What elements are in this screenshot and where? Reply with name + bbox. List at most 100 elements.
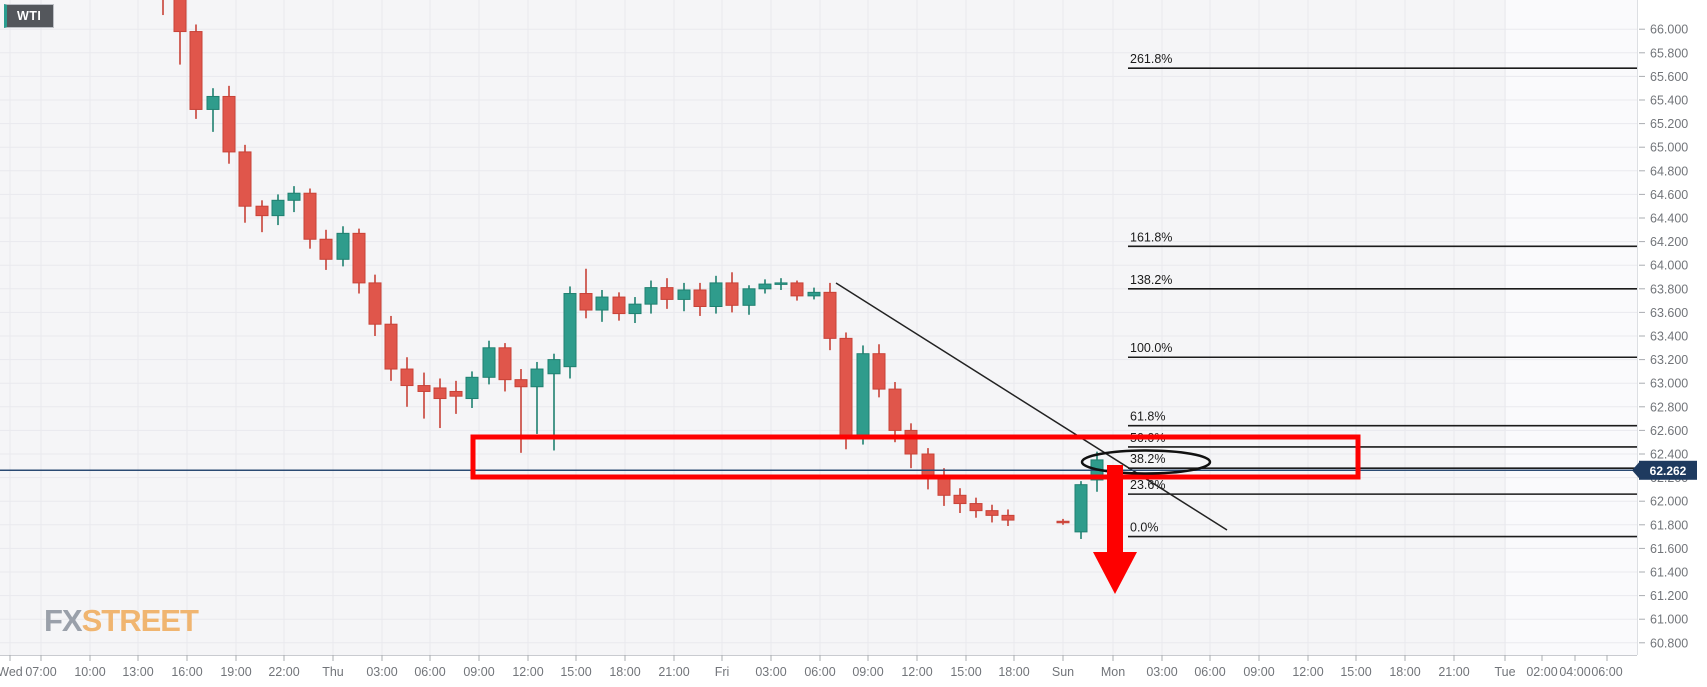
time-tick-label: 09:00 xyxy=(463,665,494,679)
candle-body-down[interactable] xyxy=(985,510,999,516)
gridlines xyxy=(0,0,1637,655)
candle-body-down[interactable] xyxy=(839,337,853,437)
candle-body-down[interactable] xyxy=(823,291,837,339)
current-price-badge: 62.262 xyxy=(1632,460,1697,480)
highlight-ellipse[interactable] xyxy=(1080,449,1212,475)
price-tick-label: 63.400 xyxy=(1650,330,1688,344)
time-tick-label: 09:00 xyxy=(1243,665,1274,679)
price-tick-label: 65.600 xyxy=(1650,70,1688,84)
candle-body-down[interactable] xyxy=(904,429,918,455)
time-tick-label: 06:00 xyxy=(1591,665,1622,679)
candle-body-up[interactable] xyxy=(742,288,756,306)
time-tick-label: 12:00 xyxy=(1292,665,1323,679)
time-tick-label: 12:00 xyxy=(901,665,932,679)
price-tick-label: 63.800 xyxy=(1650,282,1688,296)
candle-body-down[interactable] xyxy=(352,232,366,284)
candle-body-down[interactable] xyxy=(319,238,333,260)
price-tick-label: 64.600 xyxy=(1650,188,1688,202)
candle-body-up[interactable] xyxy=(807,291,821,297)
time-tick-label: 07:00 xyxy=(25,665,56,679)
price-tick-label: 63.200 xyxy=(1650,353,1688,367)
candle-body-up[interactable] xyxy=(563,293,577,368)
candle-body-down[interactable] xyxy=(173,0,187,33)
candle-body-down[interactable] xyxy=(189,31,203,110)
price-tick-label: 61.000 xyxy=(1650,613,1688,627)
time-tick-label: 21:00 xyxy=(1438,665,1469,679)
candle-body-up[interactable] xyxy=(709,282,723,307)
candle-body-down[interactable] xyxy=(498,347,512,381)
candle-body-down[interactable] xyxy=(400,368,414,387)
candle-body-down[interactable] xyxy=(1001,514,1015,521)
fib-level-label: 161.8% xyxy=(1130,230,1172,244)
candle-body-down[interactable] xyxy=(1056,520,1070,524)
candle-body-down[interactable] xyxy=(872,353,886,390)
candle-body-down[interactable] xyxy=(433,387,447,400)
price-axis[interactable]: 66.000 65.800 65.600 65.400 65.200 65.000 64.8… xyxy=(1637,0,1689,655)
candle-body-up[interactable] xyxy=(206,95,220,110)
candle-body-up[interactable] xyxy=(465,376,479,400)
time-tick-label: 15:00 xyxy=(1340,665,1371,679)
fib-level-label: 23.6% xyxy=(1130,478,1165,492)
candle-body-down[interactable] xyxy=(969,503,983,512)
candle-body-down[interactable] xyxy=(693,289,707,308)
candle-body-down[interactable] xyxy=(238,151,252,207)
price-tick-label: 62.000 xyxy=(1650,495,1688,509)
price-tick-label: 63.000 xyxy=(1650,377,1688,391)
symbol-label: WTI xyxy=(17,9,42,23)
candle-body-down[interactable] xyxy=(255,205,269,217)
candle-body-up[interactable] xyxy=(644,287,658,305)
symbol-badge[interactable]: WTI xyxy=(4,4,55,28)
candle-body-up[interactable] xyxy=(271,199,285,217)
candle-body-down[interactable] xyxy=(888,388,902,431)
time-tick-label: 02:00 xyxy=(1526,665,1557,679)
fib-level-label: 38.2% xyxy=(1130,452,1165,466)
time-tick-label: Sun xyxy=(1052,665,1074,679)
candle-body-down[interactable] xyxy=(953,494,967,505)
time-tick-label: 03:00 xyxy=(366,665,397,679)
candle-body-down[interactable] xyxy=(725,282,739,306)
candle-body-up[interactable] xyxy=(482,347,496,378)
candle-body-up[interactable] xyxy=(530,368,544,388)
candle-body-up[interactable] xyxy=(774,282,788,285)
time-tick-label: 22:00 xyxy=(268,665,299,679)
fib-level-label: 61.8% xyxy=(1130,410,1165,424)
candle-body-down[interactable] xyxy=(660,287,674,300)
candle-body-down[interactable] xyxy=(514,379,528,388)
trendline[interactable] xyxy=(835,282,1228,531)
candle-body-down[interactable] xyxy=(417,385,431,392)
candle-body-down[interactable] xyxy=(222,95,236,153)
price-tick-label: 62.600 xyxy=(1650,424,1688,438)
candle-body-down[interactable] xyxy=(449,390,463,397)
time-tick-label: 16:00 xyxy=(171,665,202,679)
down-arrow[interactable] xyxy=(1093,465,1137,594)
candle-body-down[interactable] xyxy=(303,192,317,240)
fibonacci-retracement[interactable]: 261.8%161.8%138.2%100.0%61.8%50.0%38.2%2… xyxy=(1128,52,1637,538)
fib-level-label: 100.0% xyxy=(1130,341,1172,355)
candle-body-up[interactable] xyxy=(1074,484,1088,533)
candle-body-up[interactable] xyxy=(336,232,350,260)
candle-body-down[interactable] xyxy=(579,293,593,311)
fxstreet-logo: FXSTREET xyxy=(44,603,199,638)
time-tick-label: 04:00 xyxy=(1559,665,1590,679)
price-tick-label: 61.600 xyxy=(1650,542,1688,556)
candle-body-up[interactable] xyxy=(758,283,772,290)
price-tick-label: 63.600 xyxy=(1650,306,1688,320)
candle-body-down[interactable] xyxy=(368,282,382,325)
candle-body-down[interactable] xyxy=(612,296,626,315)
time-tick-label: 19:00 xyxy=(220,665,251,679)
candle-body-up[interactable] xyxy=(856,353,870,437)
candle-body-down[interactable] xyxy=(384,323,398,370)
candle-body-up[interactable] xyxy=(595,296,609,311)
candle-body-up[interactable] xyxy=(547,359,561,375)
candle-body-down[interactable] xyxy=(790,282,804,297)
candle-body-up[interactable] xyxy=(677,289,691,300)
highlight-rectangle[interactable] xyxy=(470,434,1361,480)
fxstreet-logo-street: STREET xyxy=(81,603,199,638)
time-axis[interactable]: Wed 07:00 10:00 13:00 16:00 19:00 22:00 Thu 03:0… xyxy=(0,655,1637,679)
time-tick-label: Thu xyxy=(322,665,344,679)
time-tick-label: 18:00 xyxy=(609,665,640,679)
candle-body-down[interactable] xyxy=(921,453,935,476)
candle-body-up[interactable] xyxy=(628,303,642,315)
candle-body-up[interactable] xyxy=(287,192,301,201)
price-tick-label: 64.800 xyxy=(1650,164,1688,178)
